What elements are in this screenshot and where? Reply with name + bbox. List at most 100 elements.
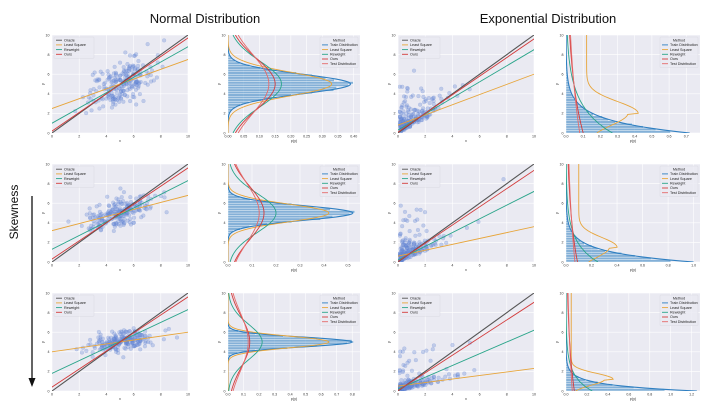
legend-title: Method (673, 296, 685, 300)
regression-line-ours (398, 38, 534, 133)
x-tick-label: 1.2 (689, 393, 694, 397)
y-axis-label: y (555, 341, 559, 343)
scatter-point (113, 206, 118, 211)
scatter-point (138, 79, 143, 85)
legend-box (319, 165, 359, 197)
y-tick-label: 8 (48, 182, 50, 186)
scatter-point (413, 107, 418, 112)
x-tick-label: 2 (78, 264, 80, 268)
scatter-point (407, 358, 412, 363)
scatter-point (117, 60, 123, 65)
x-tick-label: 0.0 (564, 264, 569, 268)
scatter-point (398, 349, 403, 354)
scatter-point (113, 346, 118, 351)
x-tick-label: 1.0 (668, 393, 673, 397)
x-tick-label: 0.30 (319, 135, 326, 139)
scatter-point (403, 217, 408, 222)
density-curve-test-distribution (235, 164, 260, 262)
scatter-point (117, 99, 122, 104)
scatter-point (123, 346, 128, 351)
scatter-point (137, 92, 142, 97)
scatter-point (126, 68, 132, 73)
density-curve-reweight (566, 164, 599, 262)
histogram-bar (566, 110, 590, 114)
scatter-point (109, 105, 115, 110)
density-curve-reweight (229, 164, 277, 262)
scatter-point (407, 240, 412, 245)
scatter-point (114, 79, 119, 84)
scatter-point (398, 354, 403, 359)
scatter-point (106, 94, 111, 99)
scatter-point (108, 209, 113, 214)
scatter-point (402, 387, 408, 391)
scatter-point (113, 333, 118, 338)
scatter-point (102, 84, 107, 89)
scatter-point (117, 330, 122, 335)
scatter-point (114, 349, 119, 354)
scatter-point (125, 330, 130, 335)
scatter-point (87, 211, 92, 216)
scatter-point (110, 207, 115, 212)
legend-label: Test Distribution (330, 191, 356, 195)
scatter-point (127, 213, 132, 218)
y-tick-label: 0 (394, 389, 396, 393)
legend-label: Least Square (330, 306, 352, 310)
scatter-point (133, 81, 138, 86)
legend-label: Least Square (410, 172, 432, 176)
scatter-point (107, 211, 112, 216)
scatter-point (136, 84, 141, 89)
x-tick-label: 0.5 (649, 135, 654, 139)
legend-label: Least Square (670, 48, 692, 52)
scatter-point (400, 118, 405, 123)
panel-r3c2: 0.0 0.1 0.2 0.3 0.4 0.5 0.6 0.7 0.8 0 2 4 6 8 10 p(y) y M… (217, 291, 360, 401)
x-tick-label: 0 (51, 393, 53, 397)
x-tick-label: 6 (133, 393, 135, 397)
legend-label: Ours (670, 186, 678, 190)
legend-label: Ours (330, 186, 338, 190)
x-tick-label: 10 (186, 135, 190, 139)
x-axis-label: p(y) (291, 268, 298, 272)
scatter-point (138, 347, 143, 352)
density-curve-train-distribution (566, 164, 694, 262)
y-tick-label: 6 (224, 202, 226, 206)
scatter-point (122, 217, 127, 222)
scatter-point (135, 80, 140, 85)
scatter-point (411, 242, 416, 247)
scatter-point (113, 220, 118, 226)
scatter-point (412, 241, 417, 246)
histogram-bar (566, 256, 652, 260)
scatter-point (406, 377, 411, 382)
scatter-point (405, 379, 410, 384)
y-tick-label: 6 (562, 331, 564, 335)
x-tick-label: 0.4 (632, 135, 637, 139)
scatter-point (90, 354, 95, 359)
scatter-point (90, 72, 95, 77)
scatter-point (418, 207, 423, 212)
y-tick-label: 8 (562, 182, 564, 186)
scatter-point (400, 349, 405, 354)
scatter-point (398, 117, 403, 122)
scatter-point (99, 211, 104, 216)
scatter-point (133, 343, 138, 348)
scatter-point (112, 331, 117, 336)
row-label-skewness: Skewness (7, 185, 21, 240)
scatter-point (118, 78, 123, 83)
y-tick-label: 6 (562, 202, 564, 206)
scatter-point (112, 336, 117, 341)
scatter-point (95, 219, 100, 224)
scatter-point (106, 208, 112, 213)
scatter-point (91, 87, 96, 92)
legend-label: Reweight (64, 48, 79, 52)
scatter-point (104, 96, 109, 101)
scatter-point (134, 196, 139, 201)
scatter-point (409, 115, 415, 120)
scatter-point (127, 220, 132, 225)
panel-r1c2: 0.00 0.05 0.10 0.15 0.20 0.25 0.30 0.35 0.40 0 2 4 6… (217, 33, 360, 143)
